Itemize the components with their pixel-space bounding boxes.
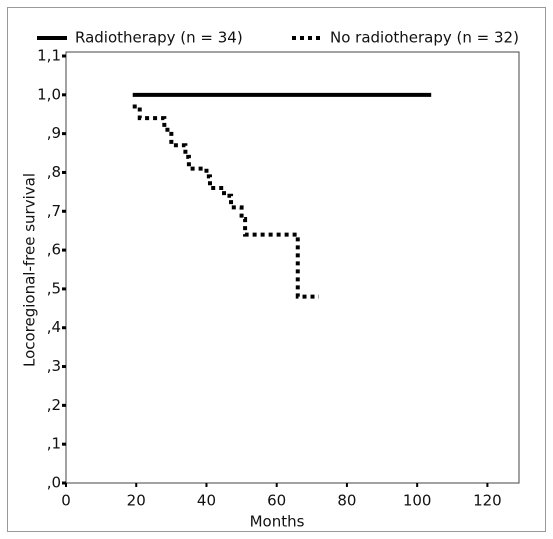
frame (7, 7, 546, 532)
y-tick-label: ,9 (47, 124, 61, 142)
x-tick-label: 0 (61, 492, 71, 510)
legend-label: No radiotherapy (n = 32) (330, 29, 519, 47)
x-tick-label: 40 (197, 492, 216, 510)
x-tick-label: 80 (337, 492, 356, 510)
y-tick-label: 1,1 (37, 47, 61, 65)
x-tick-label: 20 (127, 492, 146, 510)
x-tick-label: 100 (403, 492, 432, 510)
y-tick-label: ,3 (47, 357, 61, 375)
y-tick-label: ,4 (47, 318, 61, 336)
x-tick-label: 120 (473, 492, 502, 510)
y-tick-label: 1,0 (37, 85, 61, 103)
y-tick-label: ,5 (47, 279, 61, 297)
y-tick-label: ,8 (47, 163, 61, 181)
y-tick-label: ,2 (47, 396, 61, 414)
y-tick-label: ,7 (47, 202, 61, 220)
plot-area (65, 51, 520, 484)
legend-label: Radiotherapy (n = 34) (75, 29, 243, 47)
y-axis-label: Locoregional-free survival (21, 173, 39, 367)
y-tick-label: ,0 (47, 474, 61, 492)
x-tick-label: 60 (267, 492, 286, 510)
y-tick-label: ,6 (47, 241, 61, 259)
x-axis-label: Months (250, 513, 305, 531)
survival-curve (132, 104, 319, 299)
y-tick-label: ,1 (47, 435, 61, 453)
